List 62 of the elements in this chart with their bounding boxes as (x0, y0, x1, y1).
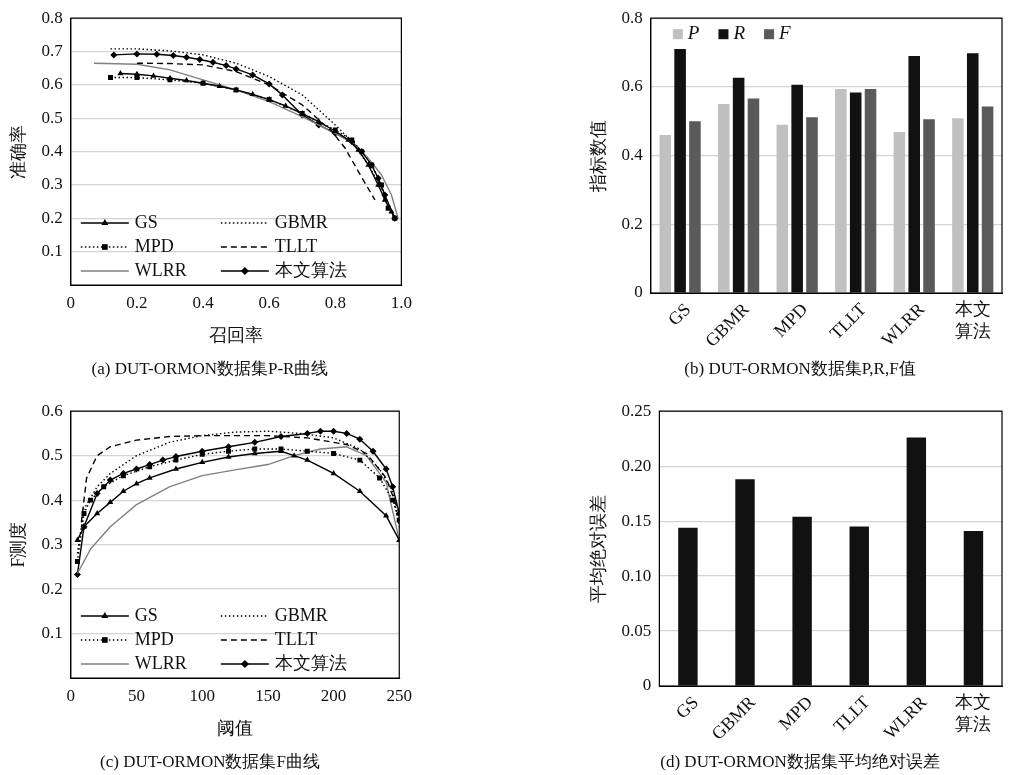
legend-label: TLLT (274, 628, 318, 649)
y-tick-label: 0.2 (41, 578, 63, 598)
x-tick-label: 100 (189, 685, 215, 705)
x-tick-label: 本文算法 (955, 691, 992, 734)
legend-label: GS (134, 211, 158, 232)
y-tick-label: 0.7 (41, 41, 64, 61)
x-tick-label: 1.0 (390, 292, 412, 312)
x-tick-label: 150 (255, 685, 281, 705)
legend-label: GBMR (274, 604, 328, 625)
y-axis-title: 平均绝对误差 (587, 494, 608, 603)
text: (a) DUT-ORMON数据集P-R曲线 (90, 358, 330, 380)
y-axis-title: 指标数值 (587, 119, 608, 193)
legend-label: GBMR (274, 211, 328, 232)
x-tick-label: GS (671, 692, 703, 723)
y-tick-label: 0.2 (41, 207, 63, 227)
legend-label: TLLT (274, 235, 318, 256)
legend-label: 本文算法 (274, 259, 347, 280)
y-tick-label: 0.4 (41, 489, 64, 509)
legend-label: WLRR (134, 652, 187, 673)
y-tick-label: 0.2 (621, 213, 643, 233)
y-tick-label: 0.3 (41, 534, 63, 554)
legend-label: P (686, 22, 700, 44)
text: (c) DUT-ORMON数据集F曲线 (99, 751, 321, 773)
y-axis-title: F测度 (7, 521, 28, 568)
y-tick-label: 0.20 (621, 455, 652, 475)
y-tick-label: 0.4 (41, 141, 64, 161)
x-tick-label: 200 (320, 685, 347, 705)
legend-label: MPD (134, 628, 174, 649)
legend-label: WLRR (134, 259, 187, 280)
y-tick-label: 0.1 (41, 241, 63, 261)
x-axis-title: 召回率 (209, 324, 264, 345)
y-tick-label: 0.6 (41, 400, 63, 420)
x-tick-label: 0.6 (258, 292, 280, 312)
y-tick-label: 0.6 (41, 74, 63, 94)
legend-label: R (732, 22, 746, 44)
y-tick-label: 0.1 (41, 623, 63, 642)
x-tick-label: 本文算法 (954, 298, 991, 341)
y-tick-label: 0.10 (621, 565, 652, 585)
text: (b) DUT-ORMON数据集P,R,F值 (683, 358, 917, 380)
x-tick-label: GS (663, 299, 695, 330)
x-tick-label: 50 (128, 685, 146, 705)
y-axis-title: 准确率 (7, 124, 28, 179)
y-tick-label: 0.25 (621, 400, 652, 420)
y-tick-label: 0.8 (621, 7, 643, 27)
y-tick-label: 0.05 (621, 620, 652, 640)
y-tick-label: 0.5 (41, 107, 63, 127)
y-tick-label: 0.15 (621, 510, 652, 530)
x-tick-label: 0.2 (126, 292, 148, 312)
y-tick-label: 0.8 (41, 7, 63, 27)
x-tick-label: 0.4 (192, 292, 215, 312)
text: (d) DUT-ORMON数据集平均绝对误差 (659, 751, 941, 773)
legend-label: MPD (134, 235, 174, 256)
y-tick-label: 0.5 (41, 445, 63, 465)
x-tick-label: 250 (386, 685, 412, 705)
x-tick-label: 0.8 (324, 292, 346, 312)
y-tick-label: 0.4 (621, 145, 644, 165)
y-tick-label: 0.6 (621, 76, 643, 96)
y-tick-label: 0.3 (41, 174, 63, 194)
legend-label: F (778, 22, 792, 44)
x-axis-title: 阈值 (217, 717, 254, 738)
legend-label: 本文算法 (274, 652, 347, 673)
legend-label: GS (134, 604, 158, 625)
